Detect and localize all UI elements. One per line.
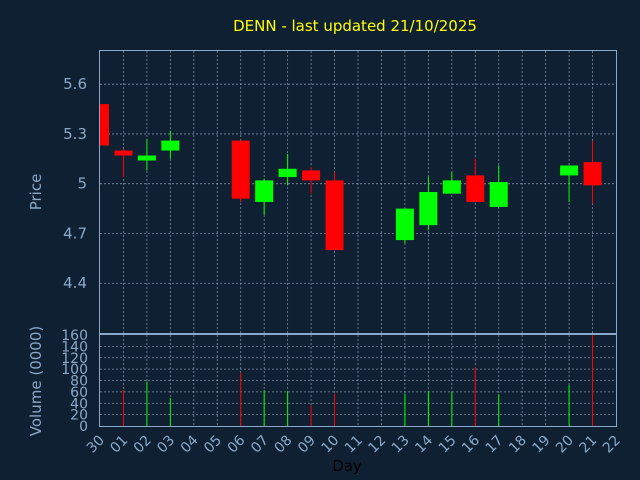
candle-body	[114, 150, 133, 156]
x-tick-label: 01	[107, 433, 131, 457]
volume-axis-label: Volume (0000)	[27, 326, 45, 436]
price-tick-label: 5	[77, 175, 87, 193]
x-tick-label: 03	[154, 433, 178, 457]
price-axis-label: Price	[27, 174, 45, 211]
x-tick-label: 20	[553, 433, 577, 457]
x-tick-label: 02	[131, 433, 155, 457]
price-tick-label: 5.3	[63, 125, 87, 143]
candle-body	[560, 165, 579, 176]
volume-tick-label: 80	[70, 374, 88, 390]
x-tick-label: 30	[84, 433, 108, 457]
candle-body	[489, 182, 508, 207]
x-tick-label: 22	[600, 433, 624, 457]
x-tick-label: 13	[389, 433, 413, 457]
x-tick-label: 10	[318, 433, 342, 457]
volume-tick-label: 140	[61, 339, 88, 355]
candle-body	[442, 180, 461, 194]
price-tick-label: 4.7	[63, 224, 87, 242]
price-tick-label: 5.6	[63, 75, 87, 93]
x-tick-label: 14	[412, 432, 436, 456]
price-tick-label: 4.4	[63, 274, 87, 292]
x-tick-label: 11	[342, 433, 366, 457]
x-tick-label: 05	[201, 433, 225, 457]
volume-tick-label: 0	[79, 419, 88, 435]
candle-body	[137, 155, 156, 161]
x-tick-label: 04	[178, 432, 202, 456]
candle-body	[466, 175, 485, 202]
x-tick-label: 17	[483, 433, 507, 457]
x-tick-label: 15	[436, 433, 460, 457]
candle-body	[231, 140, 250, 199]
candle-body	[161, 140, 180, 151]
candle-body	[395, 208, 414, 241]
candle-body	[278, 168, 297, 178]
volume-tick-label: 120	[61, 351, 88, 367]
x-tick-label: 07	[248, 433, 272, 457]
volume-tick-label: 60	[70, 385, 88, 401]
x-tick-label: 19	[530, 433, 554, 457]
volume-tick-label: 100	[61, 362, 88, 378]
chart-title: DENN - last updated 21/10/2025	[233, 17, 477, 35]
volume-tick-label: 160	[61, 328, 88, 344]
candle-body	[302, 170, 321, 181]
volume-tick-label: 20	[70, 408, 88, 424]
price-panel-frame	[99, 50, 617, 334]
candle-body	[325, 180, 344, 251]
volume-panel-frame	[99, 334, 617, 427]
x-tick-label: 08	[272, 433, 296, 457]
x-tick-label: 21	[576, 433, 600, 457]
x-tick-label: 12	[365, 433, 389, 457]
candle-body	[419, 192, 438, 226]
x-tick-label: 18	[506, 433, 530, 457]
candle-body	[100, 104, 109, 146]
x-axis-label: Day	[332, 457, 362, 475]
candle-body	[583, 162, 602, 186]
x-tick-label: 09	[295, 433, 319, 457]
candle-body	[255, 180, 274, 202]
volume-tick-label: 40	[70, 396, 88, 412]
x-tick-label: 06	[225, 432, 249, 456]
x-tick-label: 16	[459, 432, 483, 456]
